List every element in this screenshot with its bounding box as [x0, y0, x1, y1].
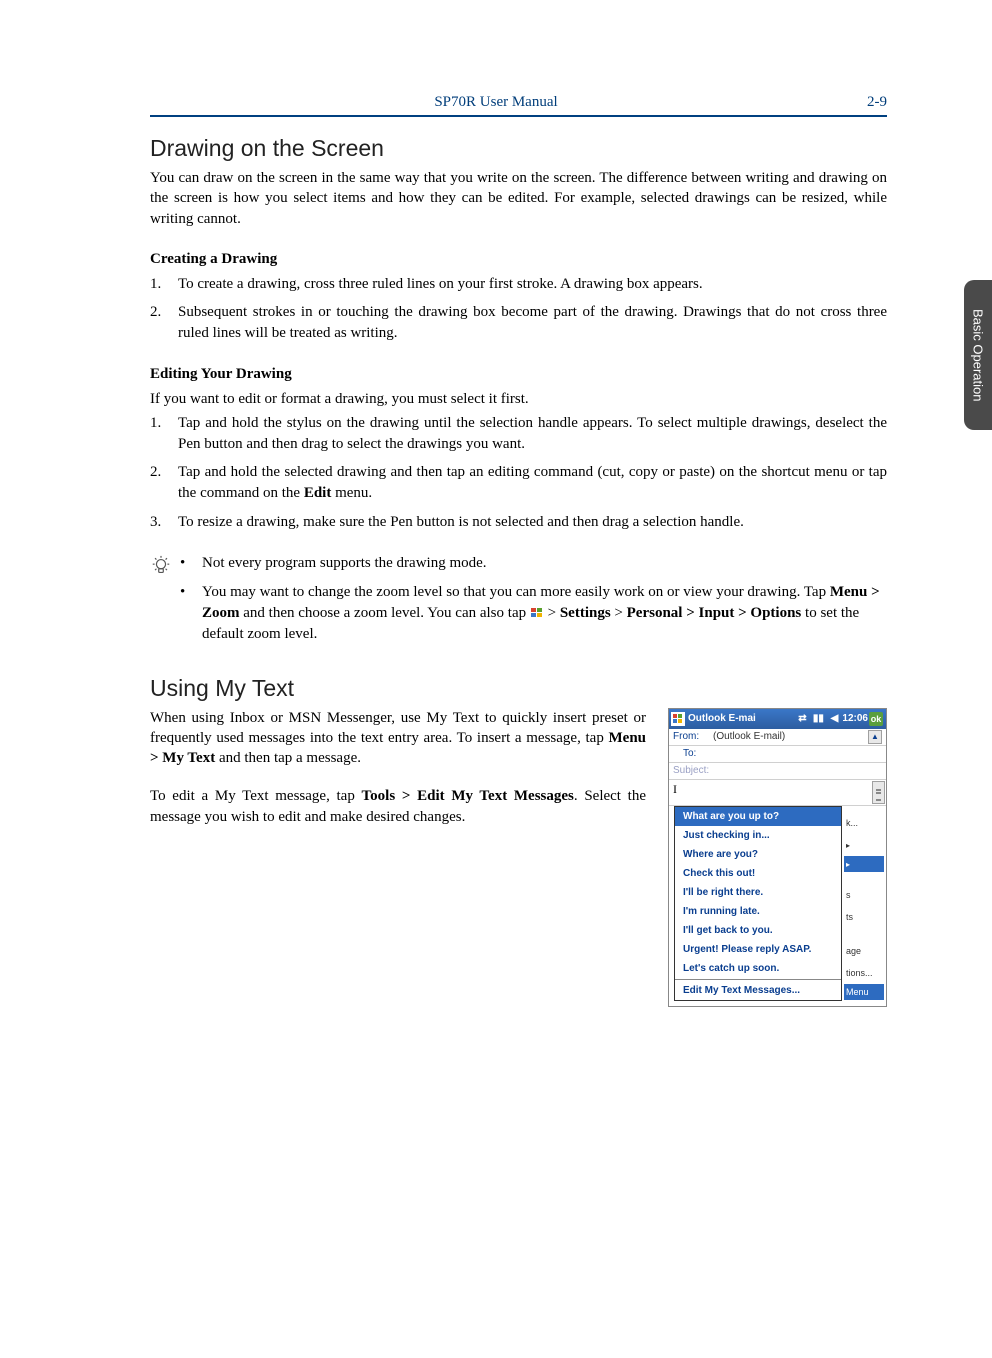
tip-2: You may want to change the zoom level so…: [180, 582, 887, 645]
wm-menu-softkey[interactable]: Menu: [844, 984, 884, 1000]
wm-app-title: Outlook E-mai: [688, 713, 756, 724]
device-screenshot: Outlook E-mai ⇄ ▮▮ ◀ 12:06 ok From: (Out…: [668, 708, 887, 1007]
mytext-popup: What are you up to? Just checking in... …: [674, 806, 842, 1001]
tip-block: Not every program supports the drawing m…: [150, 553, 887, 653]
lightbulb-icon: [150, 553, 180, 653]
mytext-para-1: When using Inbox or MSN Messenger, use M…: [150, 708, 646, 769]
chapter-tab: Basic Operation: [964, 280, 992, 430]
wm-subject-row[interactable]: Subject:: [669, 763, 886, 780]
drawing-intro: You can draw on the screen in the same w…: [150, 168, 887, 229]
sync-icon[interactable]: ⇄: [795, 712, 809, 726]
page-number: 2-9: [867, 94, 887, 111]
wm-from-row[interactable]: From: (Outlook E-mail) ▲: [669, 729, 886, 746]
mytext-item-5[interactable]: I'm running late.: [675, 902, 841, 921]
subheading-editing: Editing Your Drawing: [150, 366, 887, 383]
section-heading-drawing: Drawing on the Screen: [150, 135, 887, 162]
speaker-icon[interactable]: ◀: [827, 712, 841, 726]
editing-step-1: Tap and hold the stylus on the drawing u…: [150, 413, 887, 454]
mytext-item-8[interactable]: Let's catch up soon.: [675, 959, 841, 978]
section-heading-mytext: Using My Text: [150, 675, 887, 702]
editing-intro: If you want to edit or format a drawing,…: [150, 389, 887, 409]
mytext-item-3[interactable]: Check this out!: [675, 864, 841, 883]
start-flag-icon[interactable]: [671, 712, 685, 726]
wm-titlebar: Outlook E-mai ⇄ ▮▮ ◀ 12:06 ok: [669, 709, 886, 729]
mytext-item-6[interactable]: I'll get back to you.: [675, 921, 841, 940]
page-header: SP70R User Manual 2-9: [150, 94, 887, 117]
scroll-up-button[interactable]: ▲: [868, 730, 882, 744]
header-title: SP70R User Manual: [434, 94, 557, 111]
scrollbar[interactable]: [872, 781, 885, 804]
windows-flag-icon: [530, 607, 544, 619]
mytext-edit-item[interactable]: Edit My Text Messages...: [675, 981, 841, 1000]
wm-clock: 12:06: [842, 713, 868, 724]
wm-message-body[interactable]: I: [669, 780, 886, 806]
signal-icon: ▮▮: [811, 712, 825, 726]
wm-to-row[interactable]: To:: [669, 746, 886, 763]
mytext-item-2[interactable]: Where are you?: [675, 845, 841, 864]
creating-list: To create a drawing, cross three ruled l…: [150, 274, 887, 344]
creating-step-1: To create a drawing, cross three ruled l…: [150, 274, 887, 295]
mytext-para-2: To edit a My Text message, tap Tools > E…: [150, 786, 646, 827]
creating-step-2: Subsequent strokes in or touching the dr…: [150, 302, 887, 343]
tip-1: Not every program supports the drawing m…: [180, 553, 887, 574]
mytext-item-0[interactable]: What are you up to?: [675, 807, 841, 826]
mytext-item-7[interactable]: Urgent! Please reply ASAP.: [675, 940, 841, 959]
mytext-item-1[interactable]: Just checking in...: [675, 826, 841, 845]
ok-button[interactable]: ok: [869, 712, 883, 726]
editing-list: Tap and hold the stylus on the drawing u…: [150, 413, 887, 532]
subheading-creating: Creating a Drawing: [150, 251, 887, 268]
editing-step-3: To resize a drawing, make sure the Pen b…: [150, 512, 887, 533]
editing-step-2: Tap and hold the selected drawing and th…: [150, 462, 887, 503]
wm-underlying-menu: k... s ts age tions... Menu: [844, 812, 884, 1000]
mytext-item-4[interactable]: I'll be right there.: [675, 883, 841, 902]
